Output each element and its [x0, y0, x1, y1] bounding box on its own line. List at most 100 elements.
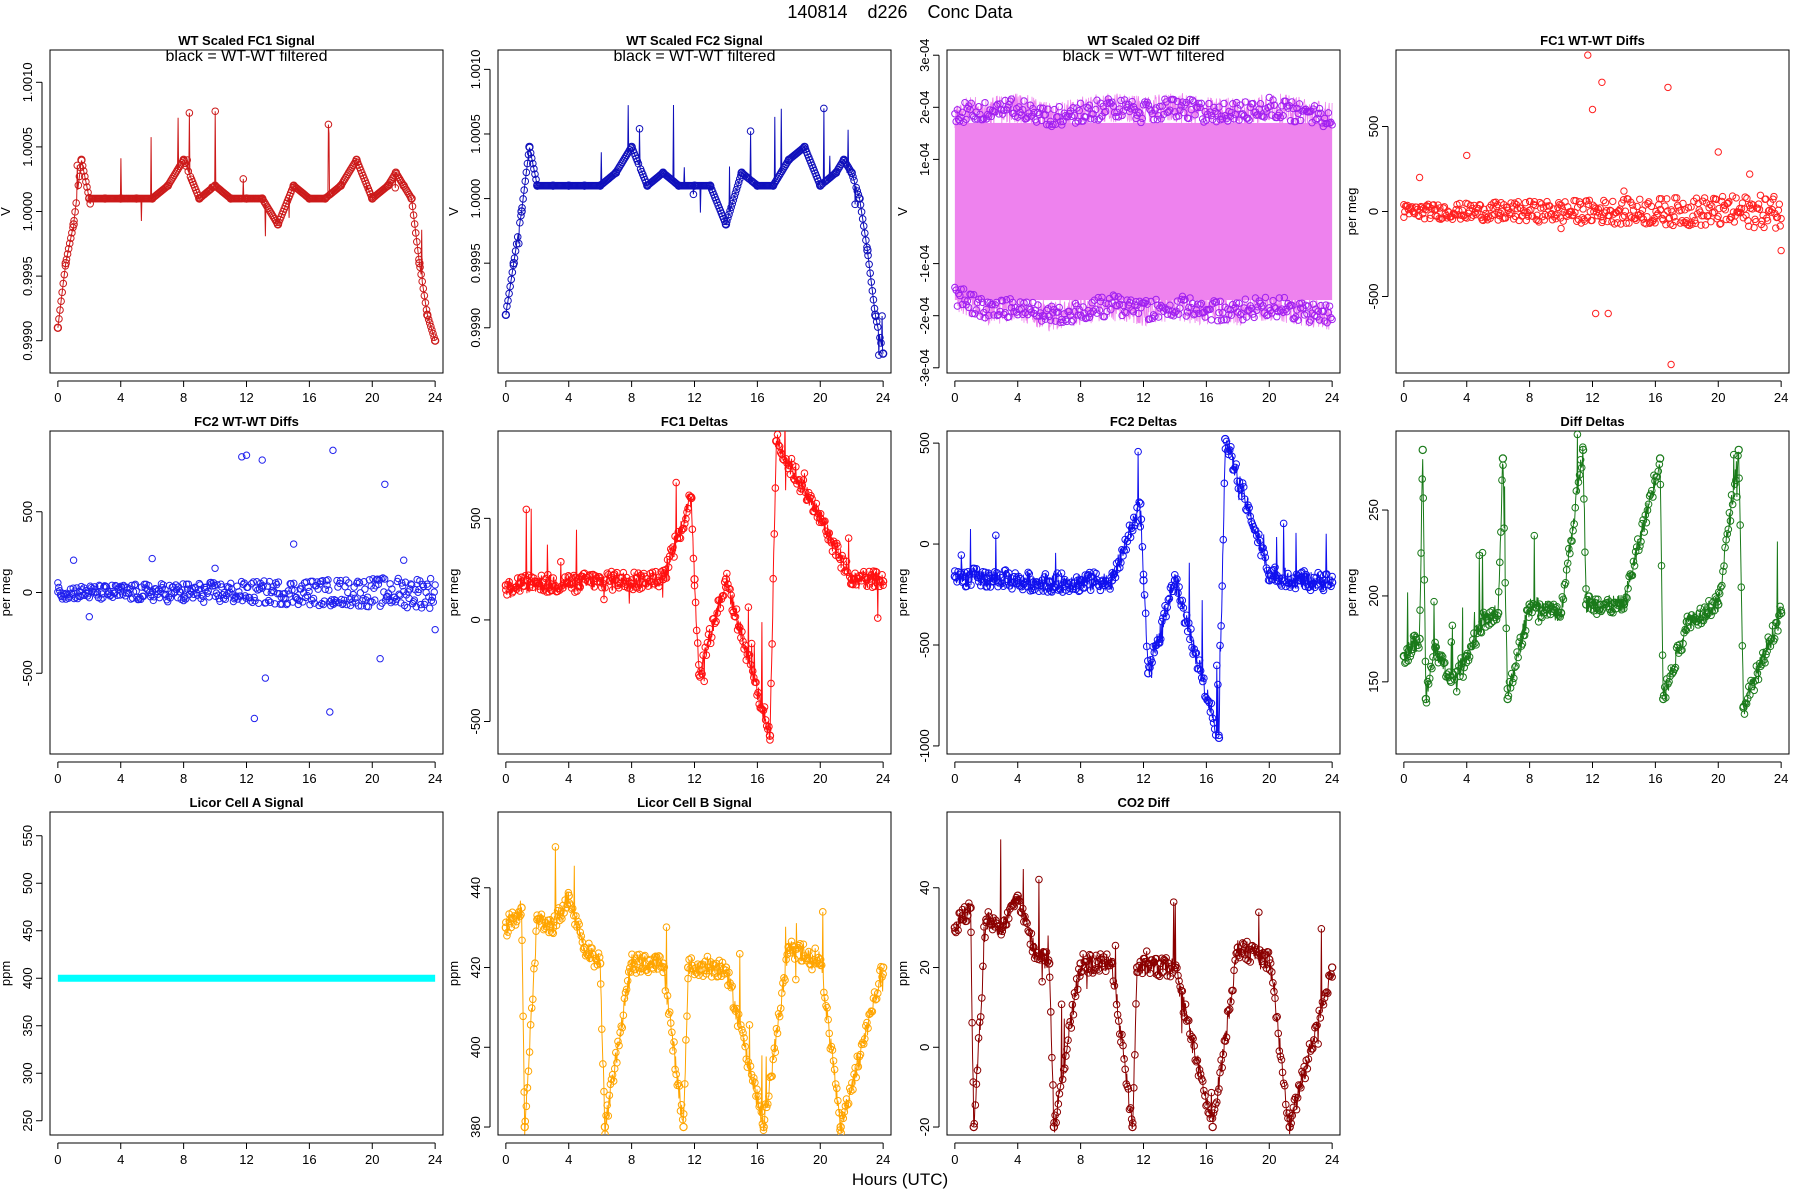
data-point	[824, 1015, 832, 1024]
x-tick-label: 8	[180, 1152, 187, 1167]
y-axis-label: ppm	[0, 961, 13, 986]
data-point	[1601, 198, 1610, 207]
data-point	[226, 194, 235, 203]
x-tick-label: 0	[54, 771, 61, 786]
data-point	[771, 1048, 780, 1057]
data-point	[1446, 676, 1455, 685]
data-point	[958, 300, 967, 309]
data-point	[1681, 206, 1689, 214]
data-point	[210, 181, 220, 190]
data-point	[1013, 895, 1022, 904]
data-point	[1152, 954, 1161, 963]
y-tick-label: 0.9995	[20, 256, 35, 296]
data-layer	[1400, 51, 1785, 369]
x-tick-label: 4	[1014, 771, 1021, 786]
data-point	[1002, 296, 1011, 304]
data-point	[1744, 216, 1752, 225]
data-point	[55, 583, 63, 592]
data-point	[967, 290, 975, 299]
x-tick-label: 8	[628, 1152, 635, 1167]
data-point	[1322, 301, 1330, 309]
data-point	[1260, 309, 1268, 317]
data-point	[71, 208, 79, 216]
y-tick-label: 440	[468, 877, 483, 899]
data-point	[950, 572, 960, 581]
data-layer	[501, 431, 888, 744]
data-point	[821, 993, 829, 1002]
data-point	[733, 182, 742, 190]
data-point	[1215, 103, 1223, 111]
y-tick-label: 1.0005	[20, 127, 35, 167]
data-point	[1487, 619, 1495, 627]
data-point	[1533, 601, 1542, 610]
data-point	[672, 1070, 680, 1079]
data-point	[632, 574, 641, 582]
data-point	[1129, 1084, 1138, 1092]
x-tick-label: 0	[951, 390, 958, 405]
data-point	[1311, 1023, 1319, 1032]
data-point	[391, 168, 401, 177]
data-point	[1024, 113, 1032, 121]
data-point	[1737, 583, 1746, 591]
data-point	[873, 323, 882, 331]
data-point	[98, 590, 106, 598]
data-point	[1512, 662, 1520, 670]
data-point	[65, 239, 74, 248]
data-point	[1115, 105, 1124, 113]
data-point	[854, 190, 863, 199]
panel-title: Licor Cell B Signal	[637, 795, 752, 810]
data-point	[962, 582, 971, 591]
data-point	[982, 574, 991, 583]
data-point	[1161, 602, 1169, 610]
data-point	[419, 582, 428, 591]
panel-title: Diff Deltas	[1560, 414, 1624, 429]
data-point	[1092, 305, 1100, 313]
data-point	[1240, 112, 1248, 120]
x-tick-label: 16	[750, 390, 764, 405]
data-point	[1642, 518, 1651, 527]
data-point	[1310, 1036, 1318, 1044]
data-point	[782, 455, 790, 463]
data-point	[981, 314, 989, 322]
data-point	[1046, 1008, 1055, 1016]
data-point	[1285, 1122, 1294, 1132]
data-point	[1058, 121, 1066, 129]
data-point	[549, 574, 558, 582]
data-point	[1494, 216, 1502, 224]
data-point	[1021, 578, 1029, 587]
data-point	[1241, 295, 1250, 303]
x-tick-label: 12	[239, 771, 253, 786]
data-point	[1240, 304, 1248, 312]
data-point	[1284, 569, 1292, 578]
data-point	[1230, 115, 1238, 123]
data-point	[522, 505, 531, 514]
data-point	[983, 917, 991, 925]
data-point	[978, 994, 986, 1002]
data-point	[520, 186, 528, 194]
data-point	[1582, 600, 1591, 609]
data-point	[1216, 641, 1224, 650]
x-tick-label: 8	[1526, 390, 1533, 405]
data-point	[1129, 308, 1138, 316]
data-point	[1214, 733, 1224, 743]
data-point	[1032, 118, 1041, 126]
data-point	[1608, 607, 1616, 615]
data-point	[858, 1038, 867, 1047]
x-tick-label: 8	[628, 390, 635, 405]
data-point	[790, 476, 799, 484]
x-tick-label: 0	[502, 390, 509, 405]
data-point	[1415, 644, 1423, 652]
data-point	[680, 1080, 689, 1088]
data-point	[1004, 914, 1013, 923]
data-point	[260, 577, 268, 585]
data-point	[427, 322, 435, 331]
data-point	[1297, 116, 1305, 125]
data-point	[1133, 963, 1142, 972]
data-point	[847, 1087, 855, 1096]
data-point	[517, 211, 525, 220]
data-point	[344, 579, 353, 587]
data-point	[1141, 609, 1150, 618]
data-point	[796, 940, 804, 948]
data-point	[1260, 548, 1269, 557]
